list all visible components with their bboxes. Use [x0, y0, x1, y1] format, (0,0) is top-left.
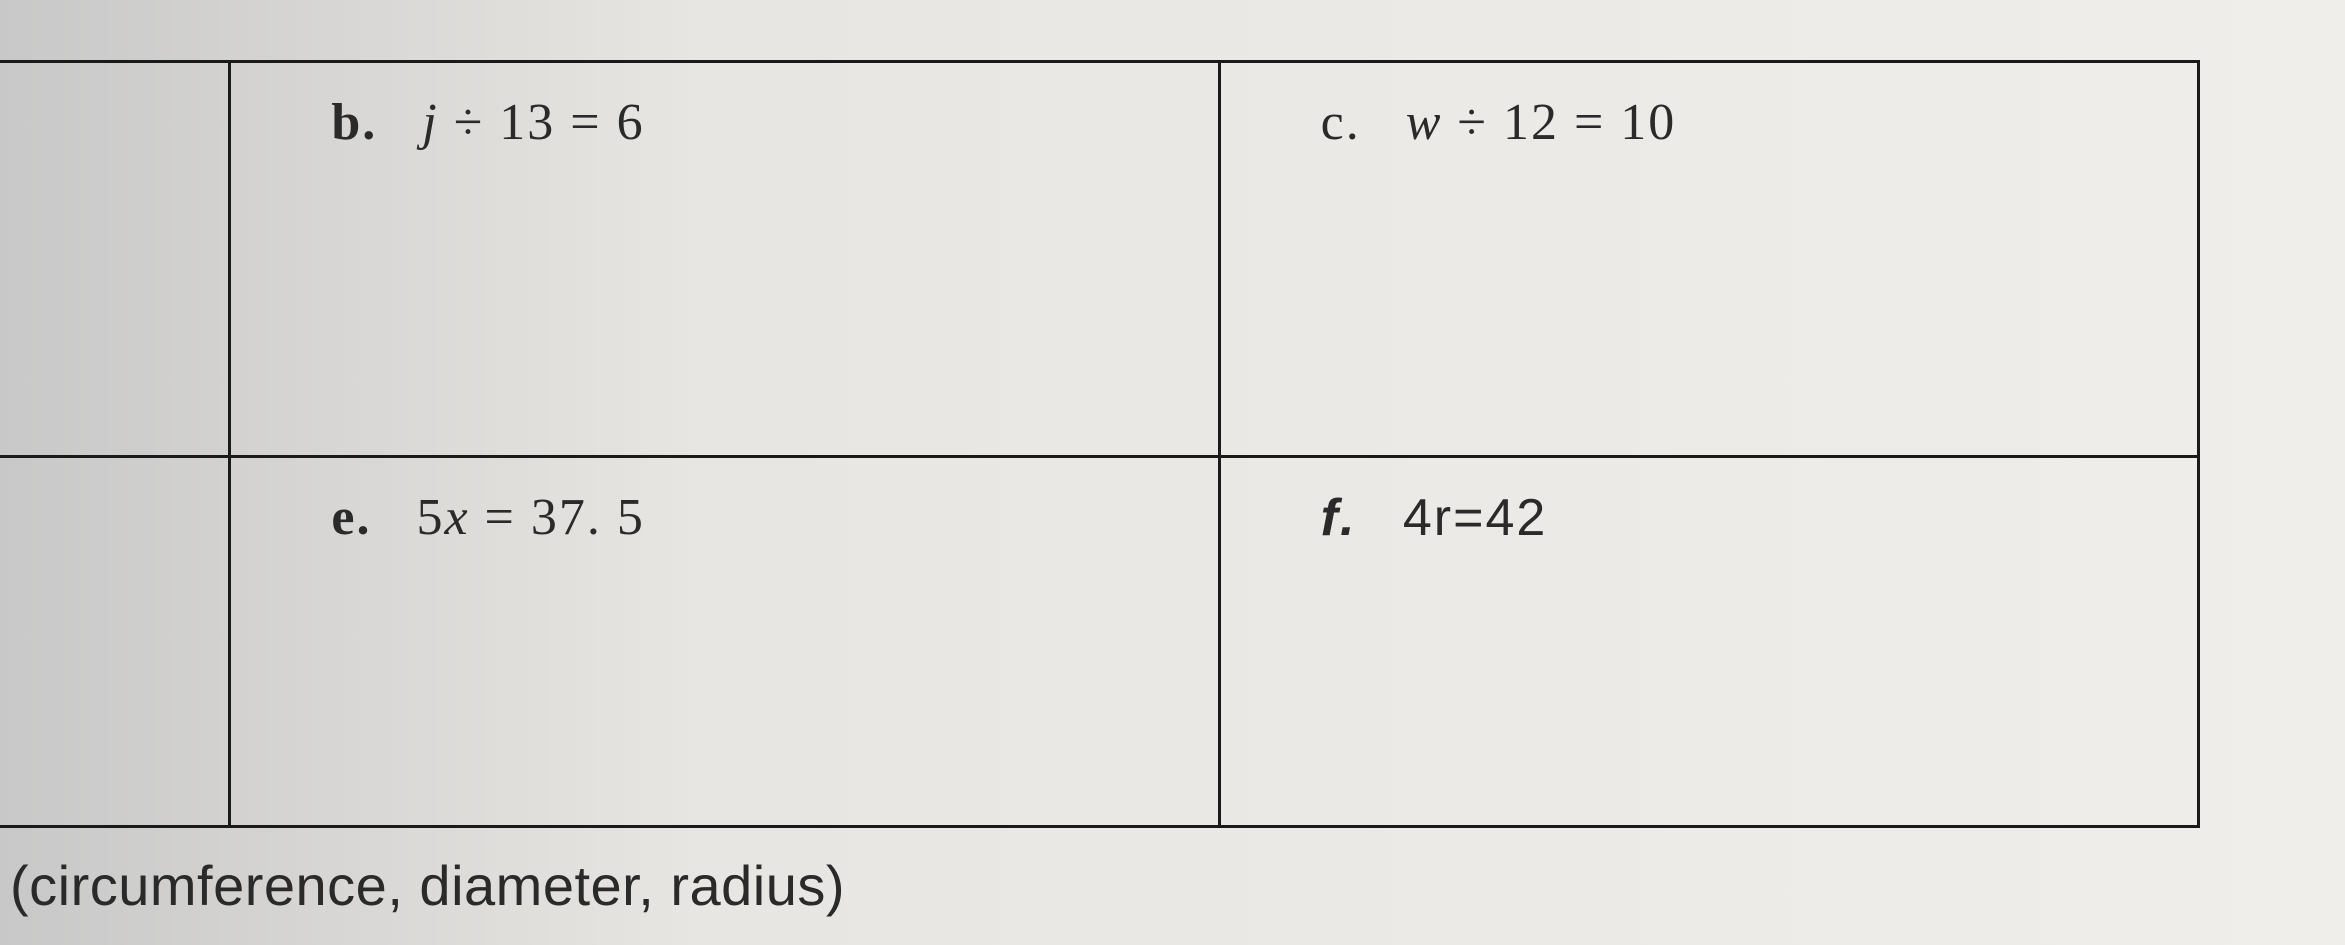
- footer-vocab: (circumference, diameter, radius): [0, 828, 2345, 918]
- equation-variable: r: [1434, 489, 1453, 547]
- equation-variable: x: [444, 489, 469, 546]
- equation-coefficient: 4: [1403, 489, 1434, 547]
- equation-coefficient: 5: [416, 489, 444, 546]
- equation-rest: ÷ 12 = 10: [1442, 94, 1676, 151]
- equation-text: e. 5x = 37. 5: [271, 488, 1177, 547]
- worksheet-table-container: b. j ÷ 13 = 6 c. w ÷ 12 = 10 e. 5x = 37.…: [0, 60, 2345, 828]
- equation-cell-b: b. j ÷ 13 = 6: [230, 62, 1219, 457]
- cell-label: c.: [1321, 94, 1361, 151]
- cell-label: e.: [331, 489, 371, 546]
- cell-label: b.: [331, 94, 377, 151]
- equation-text: c. w ÷ 12 = 10: [1261, 93, 2157, 152]
- table-row: b. j ÷ 13 = 6 c. w ÷ 12 = 10: [0, 62, 2199, 457]
- equation-cell-e: e. 5x = 37. 5: [230, 457, 1219, 827]
- equation-text: b. j ÷ 13 = 6: [271, 93, 1177, 152]
- equation-text: f. 4r=42: [1261, 488, 2157, 548]
- stub-cell: [0, 457, 230, 827]
- equation-cell-f: f. 4r=42: [1219, 457, 2198, 827]
- stub-cell: [0, 62, 230, 457]
- equation-table: b. j ÷ 13 = 6 c. w ÷ 12 = 10 e. 5x = 37.…: [0, 60, 2200, 828]
- equation-variable: j: [422, 94, 438, 151]
- equation-cell-c: c. w ÷ 12 = 10: [1219, 62, 2198, 457]
- equation-rest: ÷ 13 = 6: [439, 94, 645, 151]
- cell-label: f.: [1321, 489, 1357, 547]
- equation-rest: =42: [1453, 489, 1547, 547]
- equation-variable: w: [1406, 94, 1443, 151]
- table-row: e. 5x = 37. 5 f. 4r=42: [0, 457, 2199, 827]
- equation-rest: = 37. 5: [470, 489, 645, 546]
